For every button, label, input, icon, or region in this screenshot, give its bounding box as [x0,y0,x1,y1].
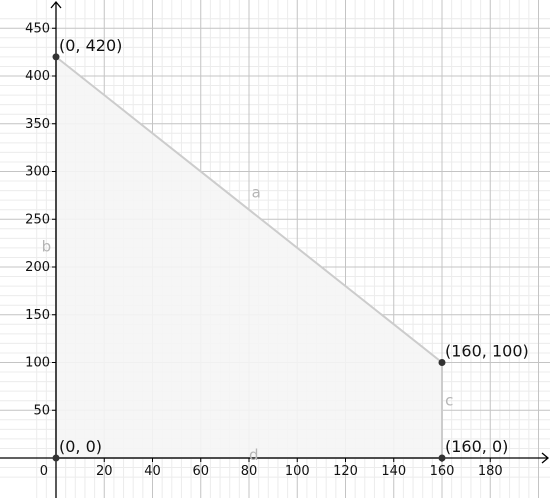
vertex-points: (0, 420) (160, 100) (0, 0) (160, 0) [52,36,529,462]
y-tick-label: 150 [25,308,50,323]
origin-label: 0 [40,464,48,479]
vertex-point [438,454,446,462]
y-tick-label: 200 [25,260,50,275]
y-tick-label: 250 [25,212,50,227]
x-tick-label: 80 [241,464,258,479]
edge-label-a: a [252,183,261,201]
x-tick-label: 120 [333,464,358,479]
vertex-label: (160, 100) [445,342,529,361]
x-tick-label: 160 [430,464,455,479]
x-tick-label: 180 [478,464,503,479]
x-tick-label: 60 [192,464,209,479]
vertex-label: (0, 0) [59,437,102,456]
edge-label-c: c [445,391,453,409]
y-tick-label: 300 [25,165,50,180]
x-tick-label: 40 [144,464,161,479]
y-tick-label: 450 [25,21,50,36]
y-tick-label: 100 [25,356,50,371]
y-tick-label: 400 [25,69,50,84]
tick-labels: 20 40 60 80 100 120 140 160 180 50 100 150 200 250 300… [25,21,502,479]
vertex-label: (160, 0) [445,437,508,456]
vertex-point [438,359,446,366]
vertex-label: (0, 420) [59,36,122,55]
vertex-point [52,454,60,462]
x-tick-label: 20 [96,464,113,479]
x-tick-label: 100 [285,464,310,479]
y-tick-label: 350 [25,117,50,132]
edge-labels: a b c d [42,183,454,464]
edge-label-d: d [249,446,259,464]
y-axis-arrow [50,0,62,9]
edge-label-b: b [42,238,52,256]
y-tick-label: 50 [33,403,50,418]
vertex-point [52,53,60,61]
x-axis-arrow [541,452,550,464]
x-tick-label: 140 [381,464,406,479]
